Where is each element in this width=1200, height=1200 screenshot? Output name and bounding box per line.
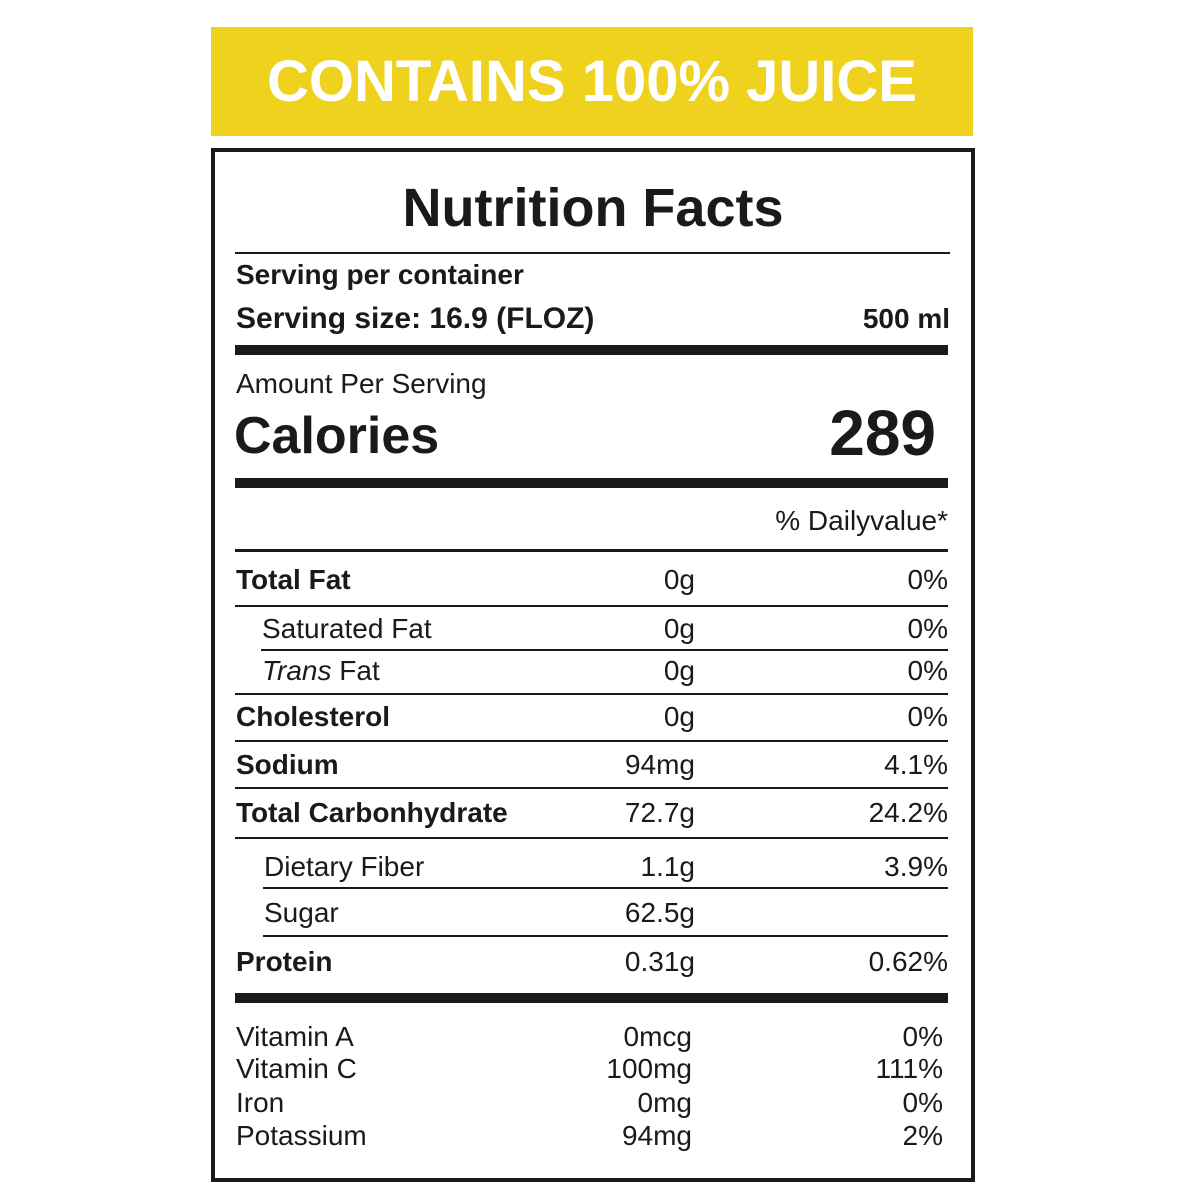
nutrient-dv: 0% [907, 701, 948, 732]
nutrient-dv: 0% [907, 613, 948, 644]
title: Nutrition Facts [402, 178, 784, 238]
nutrient-dv: 0% [907, 655, 948, 686]
nutrient-name: Sodium [236, 749, 339, 780]
rule [235, 787, 948, 789]
vitamin-dv: 0% [902, 1087, 943, 1118]
nutrient-amount: 0g [663, 655, 695, 686]
nutrient-name-rest: Fat [339, 655, 380, 686]
nutrient-dv: 24.2% [868, 797, 948, 828]
nutrient-dv: 0.62% [868, 946, 948, 977]
nutrient-dv: 0% [907, 564, 948, 595]
amount-per-serving: Amount Per Serving [236, 368, 487, 399]
rule [263, 935, 948, 937]
vitamin-amount: 100mg [606, 1053, 692, 1084]
calories-value: 289 [829, 397, 936, 469]
nutrient-name-italic: Trans [262, 655, 332, 686]
rule [235, 837, 948, 839]
vitamin-amount: 94mg [621, 1120, 692, 1151]
nutrient-name: Total Fat [236, 564, 351, 595]
rule [235, 693, 948, 695]
nutrient-amount: 72.7g [624, 797, 695, 828]
calories-label: Calories [234, 407, 440, 465]
rule [263, 887, 948, 889]
nutrient-amount: 94mg [624, 749, 695, 780]
nutrient-name: Saturated Fat [262, 613, 432, 644]
label-box [211, 148, 975, 1182]
thick-rule [235, 478, 948, 488]
banner [211, 27, 973, 136]
thick-rule [235, 345, 948, 355]
vitamin-name: Vitamin C [236, 1053, 357, 1084]
nutrient-amount: 1.1g [640, 851, 696, 882]
thick-rule [235, 993, 948, 1003]
rule [235, 252, 950, 254]
nutrient-amount: 0g [663, 701, 695, 732]
banner-text: CONTAINS 100% JUICE [267, 49, 917, 114]
nutrient-dv: 4.1% [884, 749, 948, 780]
vitamin-amount: 0mg [637, 1087, 692, 1118]
vitamin-amount: 0mcg [623, 1021, 692, 1052]
vitamin-dv: 111% [875, 1053, 943, 1084]
nutrient-name: Total Carbonhydrate [236, 797, 508, 828]
nutrient-name: Protein [236, 946, 333, 977]
rule [235, 740, 948, 742]
rule [235, 605, 948, 607]
vitamin-dv: 0% [902, 1021, 943, 1052]
nutrient-amount: 0.31g [624, 946, 695, 977]
nutrient-name: Trans Fat [262, 655, 380, 687]
servings-per-container: Serving per container [236, 259, 524, 290]
rule [235, 549, 948, 552]
rule [261, 649, 948, 651]
nutrient-dv: 3.9% [884, 851, 948, 882]
vitamin-name: Iron [236, 1087, 285, 1118]
vitamin-name: Vitamin A [236, 1021, 354, 1052]
daily-value-header: % Dailyvalue* [775, 505, 948, 536]
vitamin-name: Potassium [236, 1120, 367, 1151]
nutrient-name: Cholesterol [236, 701, 391, 732]
nutrient-amount: 0g [663, 564, 695, 595]
nutrient-name: Sugar [264, 897, 339, 928]
nutrient-amount: 62.5g [624, 897, 695, 928]
nutrient-name: Dietary Fiber [264, 851, 425, 882]
vitamin-dv: 2% [902, 1120, 943, 1151]
serving-volume: 500 ml [862, 303, 950, 334]
serving-size: Serving size: 16.9 (FLOZ) [236, 302, 595, 335]
nutrient-amount: 0g [663, 613, 695, 644]
